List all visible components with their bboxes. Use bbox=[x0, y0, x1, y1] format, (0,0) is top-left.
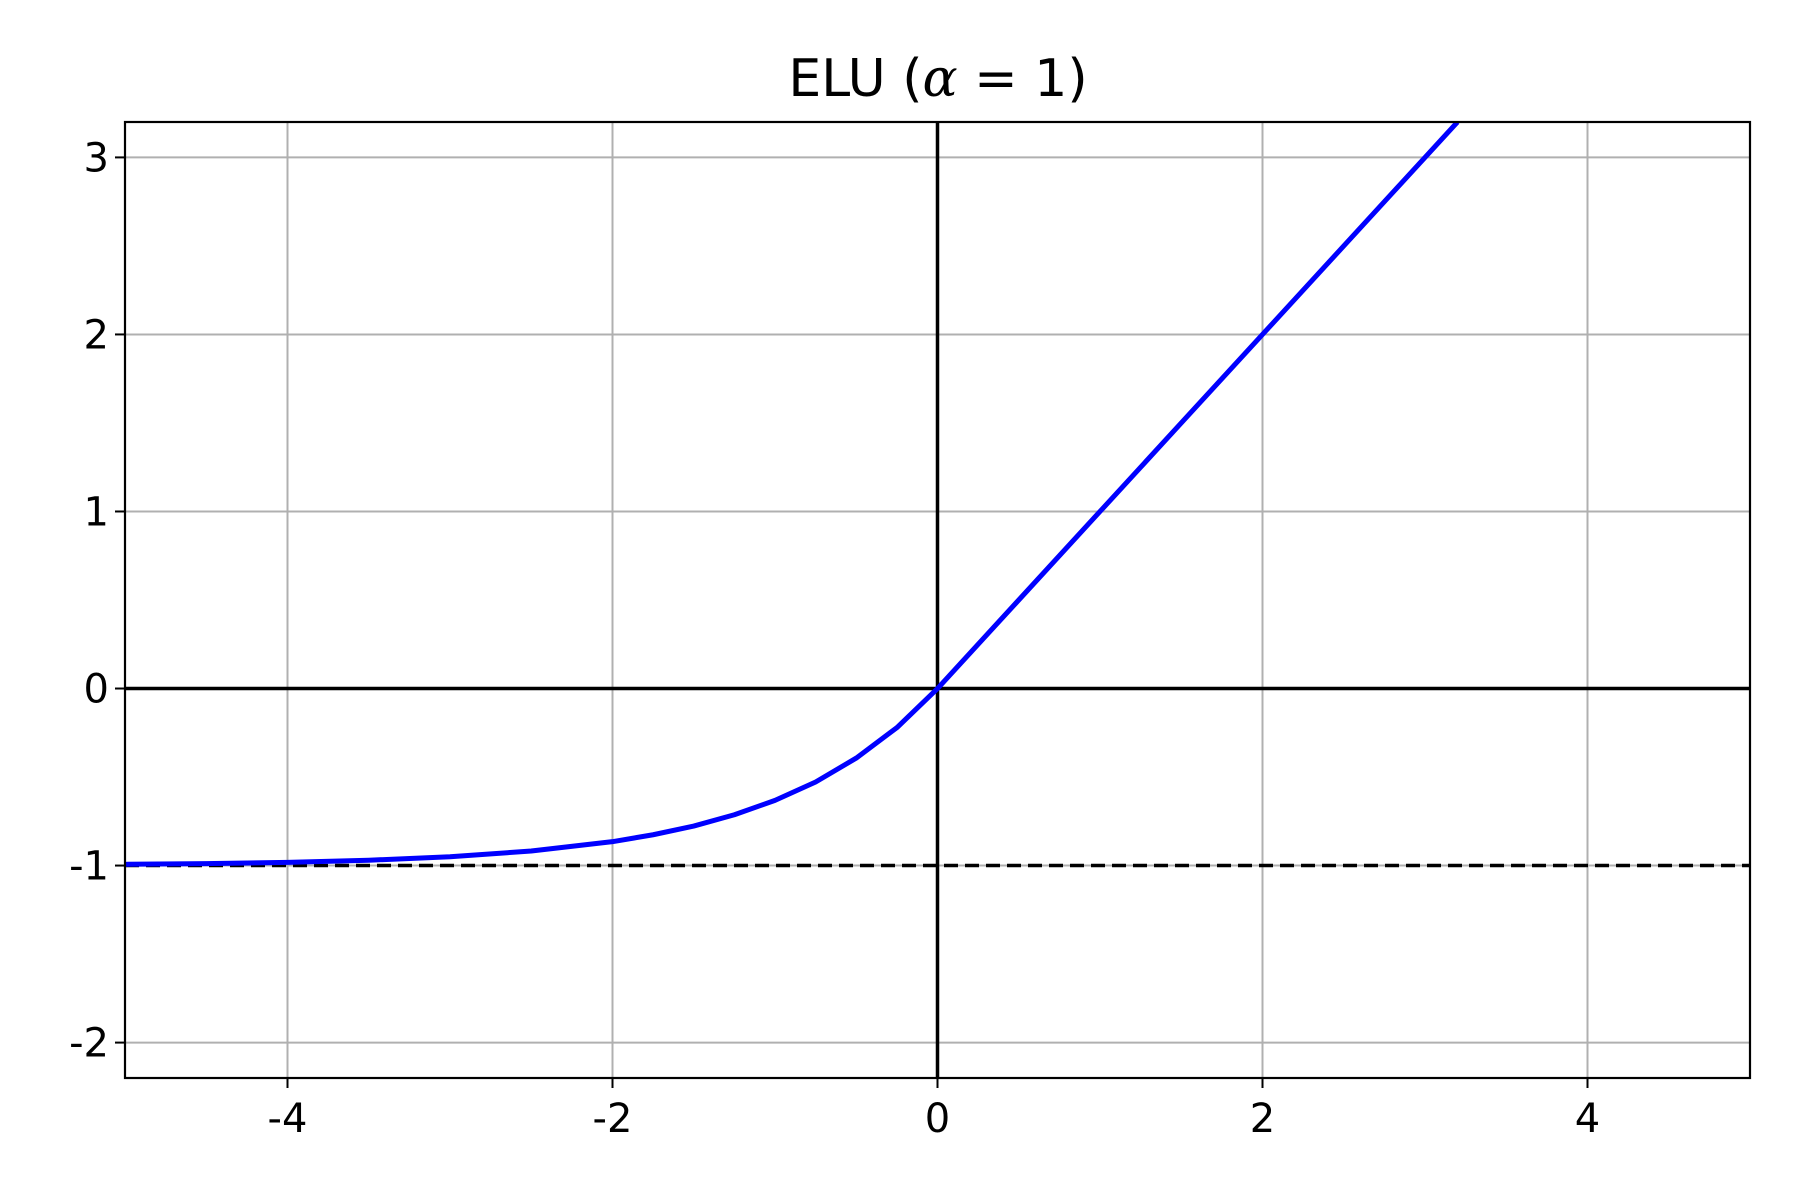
y-tick-label: 0 bbox=[84, 667, 109, 713]
x-tick-label: 2 bbox=[1250, 1096, 1275, 1142]
y-tick-label: -1 bbox=[69, 844, 109, 890]
y-tick-label: 1 bbox=[84, 489, 109, 535]
x-tick-label: -4 bbox=[268, 1096, 308, 1142]
y-tick-label: 3 bbox=[84, 135, 109, 181]
x-tick-label: 0 bbox=[925, 1096, 950, 1142]
elu-curve bbox=[125, 122, 1460, 867]
chart-title: ELU (α = 1) bbox=[788, 49, 1087, 109]
y-tick-label: 2 bbox=[84, 312, 109, 358]
x-tick-label: 4 bbox=[1575, 1096, 1600, 1142]
y-tick-label: -2 bbox=[69, 1021, 109, 1067]
x-tick-label: -2 bbox=[593, 1096, 633, 1142]
